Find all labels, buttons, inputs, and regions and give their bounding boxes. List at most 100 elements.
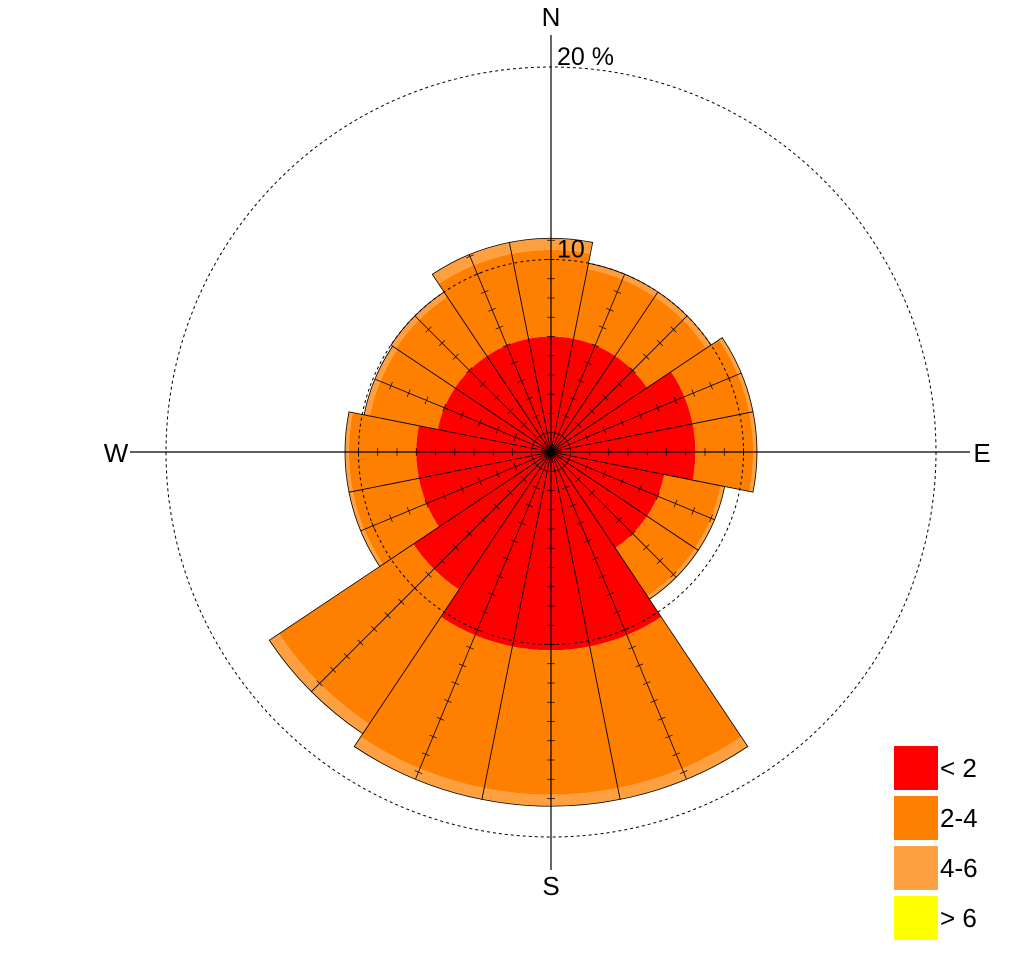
spoke-tick (384, 612, 391, 619)
legend-swatch (894, 896, 938, 940)
spoke-tick (466, 645, 474, 650)
sector-nne-bin-2 (587, 263, 658, 297)
spoke-tick (421, 752, 430, 757)
spoke-tick (638, 411, 642, 419)
spoke-tick (513, 462, 518, 471)
spoke-tick (656, 557, 663, 564)
ring-label-10: 10 (557, 236, 585, 264)
spoke-tick (620, 418, 624, 427)
sector-w-bin-2 (345, 411, 353, 493)
sector-outline-nnw (431, 241, 552, 453)
spoke-tick (602, 394, 609, 401)
spoke-tick (679, 770, 688, 774)
spoke-tick (591, 556, 600, 561)
sector-outline-ssw (353, 451, 552, 800)
legend-label: 4-6 (940, 852, 978, 883)
spoke-tick (495, 470, 500, 478)
spoke-tick (442, 403, 447, 412)
spoke-tick (466, 367, 473, 374)
spoke-tick (635, 663, 644, 668)
spoke-tick (598, 574, 607, 579)
spoke-tick (584, 361, 592, 365)
compass-label-w: W (104, 438, 129, 468)
spoke-ene (550, 372, 742, 453)
spoke-tick (466, 254, 474, 259)
spoke-tick (451, 681, 460, 686)
sector-ssw-bin-1 (360, 616, 513, 789)
center-dot (548, 449, 554, 455)
spoke-tick (561, 414, 570, 419)
spoke-tick (665, 734, 673, 739)
sector-ene-bin-0 (551, 371, 693, 452)
spoke-tick (452, 544, 459, 551)
spoke-tick (655, 403, 660, 412)
sector-nne-bin-0 (551, 338, 616, 452)
sector-ssw-bin-2 (354, 736, 485, 800)
spoke-tick (566, 455, 571, 464)
spoke-tick (502, 343, 511, 348)
spoke-tick (575, 476, 582, 483)
spoke-tick (584, 539, 592, 543)
sector-wnw-bin-0 (437, 387, 551, 452)
spoke-tick (606, 592, 614, 597)
spoke-tick (478, 418, 482, 427)
spoke-tick (389, 381, 393, 390)
spoke-tick (657, 716, 666, 721)
spoke-tick (539, 467, 548, 472)
sector-nnw-bin-0 (486, 338, 551, 452)
legend-label: < 2 (940, 752, 977, 783)
spoke-tick (493, 394, 500, 401)
spoke-tick (606, 307, 614, 312)
sector-wnw-bin-1 (369, 349, 455, 430)
legend-swatch (894, 796, 938, 840)
legend-label: > 6 (940, 902, 977, 933)
sector-sse-bin-1 (589, 616, 742, 789)
spoke-tick (495, 325, 504, 330)
legend-item: 4-6 (894, 843, 1014, 893)
sector-nw-bin-2 (390, 291, 448, 349)
spoke-tick (638, 485, 642, 493)
sector-wnw-bin-2 (364, 346, 398, 416)
spoke-tick (507, 408, 514, 415)
spoke-tick (357, 639, 364, 646)
legend-item: 2-4 (894, 793, 1014, 843)
spoke-tick (507, 489, 514, 496)
sector-ne-bin-2 (654, 291, 712, 349)
spoke-tick (442, 492, 447, 501)
legend-swatch (894, 846, 938, 890)
sector-sse-bin-0 (551, 452, 662, 647)
spoke-tick (531, 440, 536, 449)
spoke-tick (460, 411, 464, 419)
spoke-tick (495, 426, 500, 434)
spoke-tick (615, 380, 623, 388)
spoke-tick (330, 666, 337, 673)
spoke-tick (517, 521, 526, 525)
sector-wsw-bin-2 (348, 491, 383, 567)
spoke-tick (439, 557, 446, 564)
spoke-tick (452, 353, 459, 360)
spoke-tick (480, 290, 489, 294)
spoke-tick (532, 414, 541, 419)
spoke-tick (534, 435, 541, 442)
spoke-tick (602, 470, 607, 478)
spoke-tick (670, 571, 677, 578)
spoke-tick (478, 477, 482, 486)
spoke-tick (561, 462, 568, 469)
spoke-tick (480, 610, 489, 614)
sector-e-bin-2 (749, 411, 757, 493)
spoke-tick (460, 485, 464, 493)
legend: < 2 2-4 4-6 > 6 (894, 743, 1014, 943)
spoke-tick (406, 507, 411, 515)
sectors-layer (268, 238, 758, 807)
sector-wsw-bin-1 (352, 478, 439, 565)
ring-label-20: 20 % (557, 43, 614, 71)
spoke-tick (642, 681, 651, 686)
sector-nne-bin-1 (573, 268, 655, 356)
legend-item: > 6 (894, 893, 1014, 943)
sector-se-bin-2 (647, 548, 699, 600)
spoke-tick (628, 645, 636, 650)
spoke-tick (414, 770, 423, 774)
spoke-tick (488, 307, 496, 312)
spoke-tick (643, 353, 650, 360)
